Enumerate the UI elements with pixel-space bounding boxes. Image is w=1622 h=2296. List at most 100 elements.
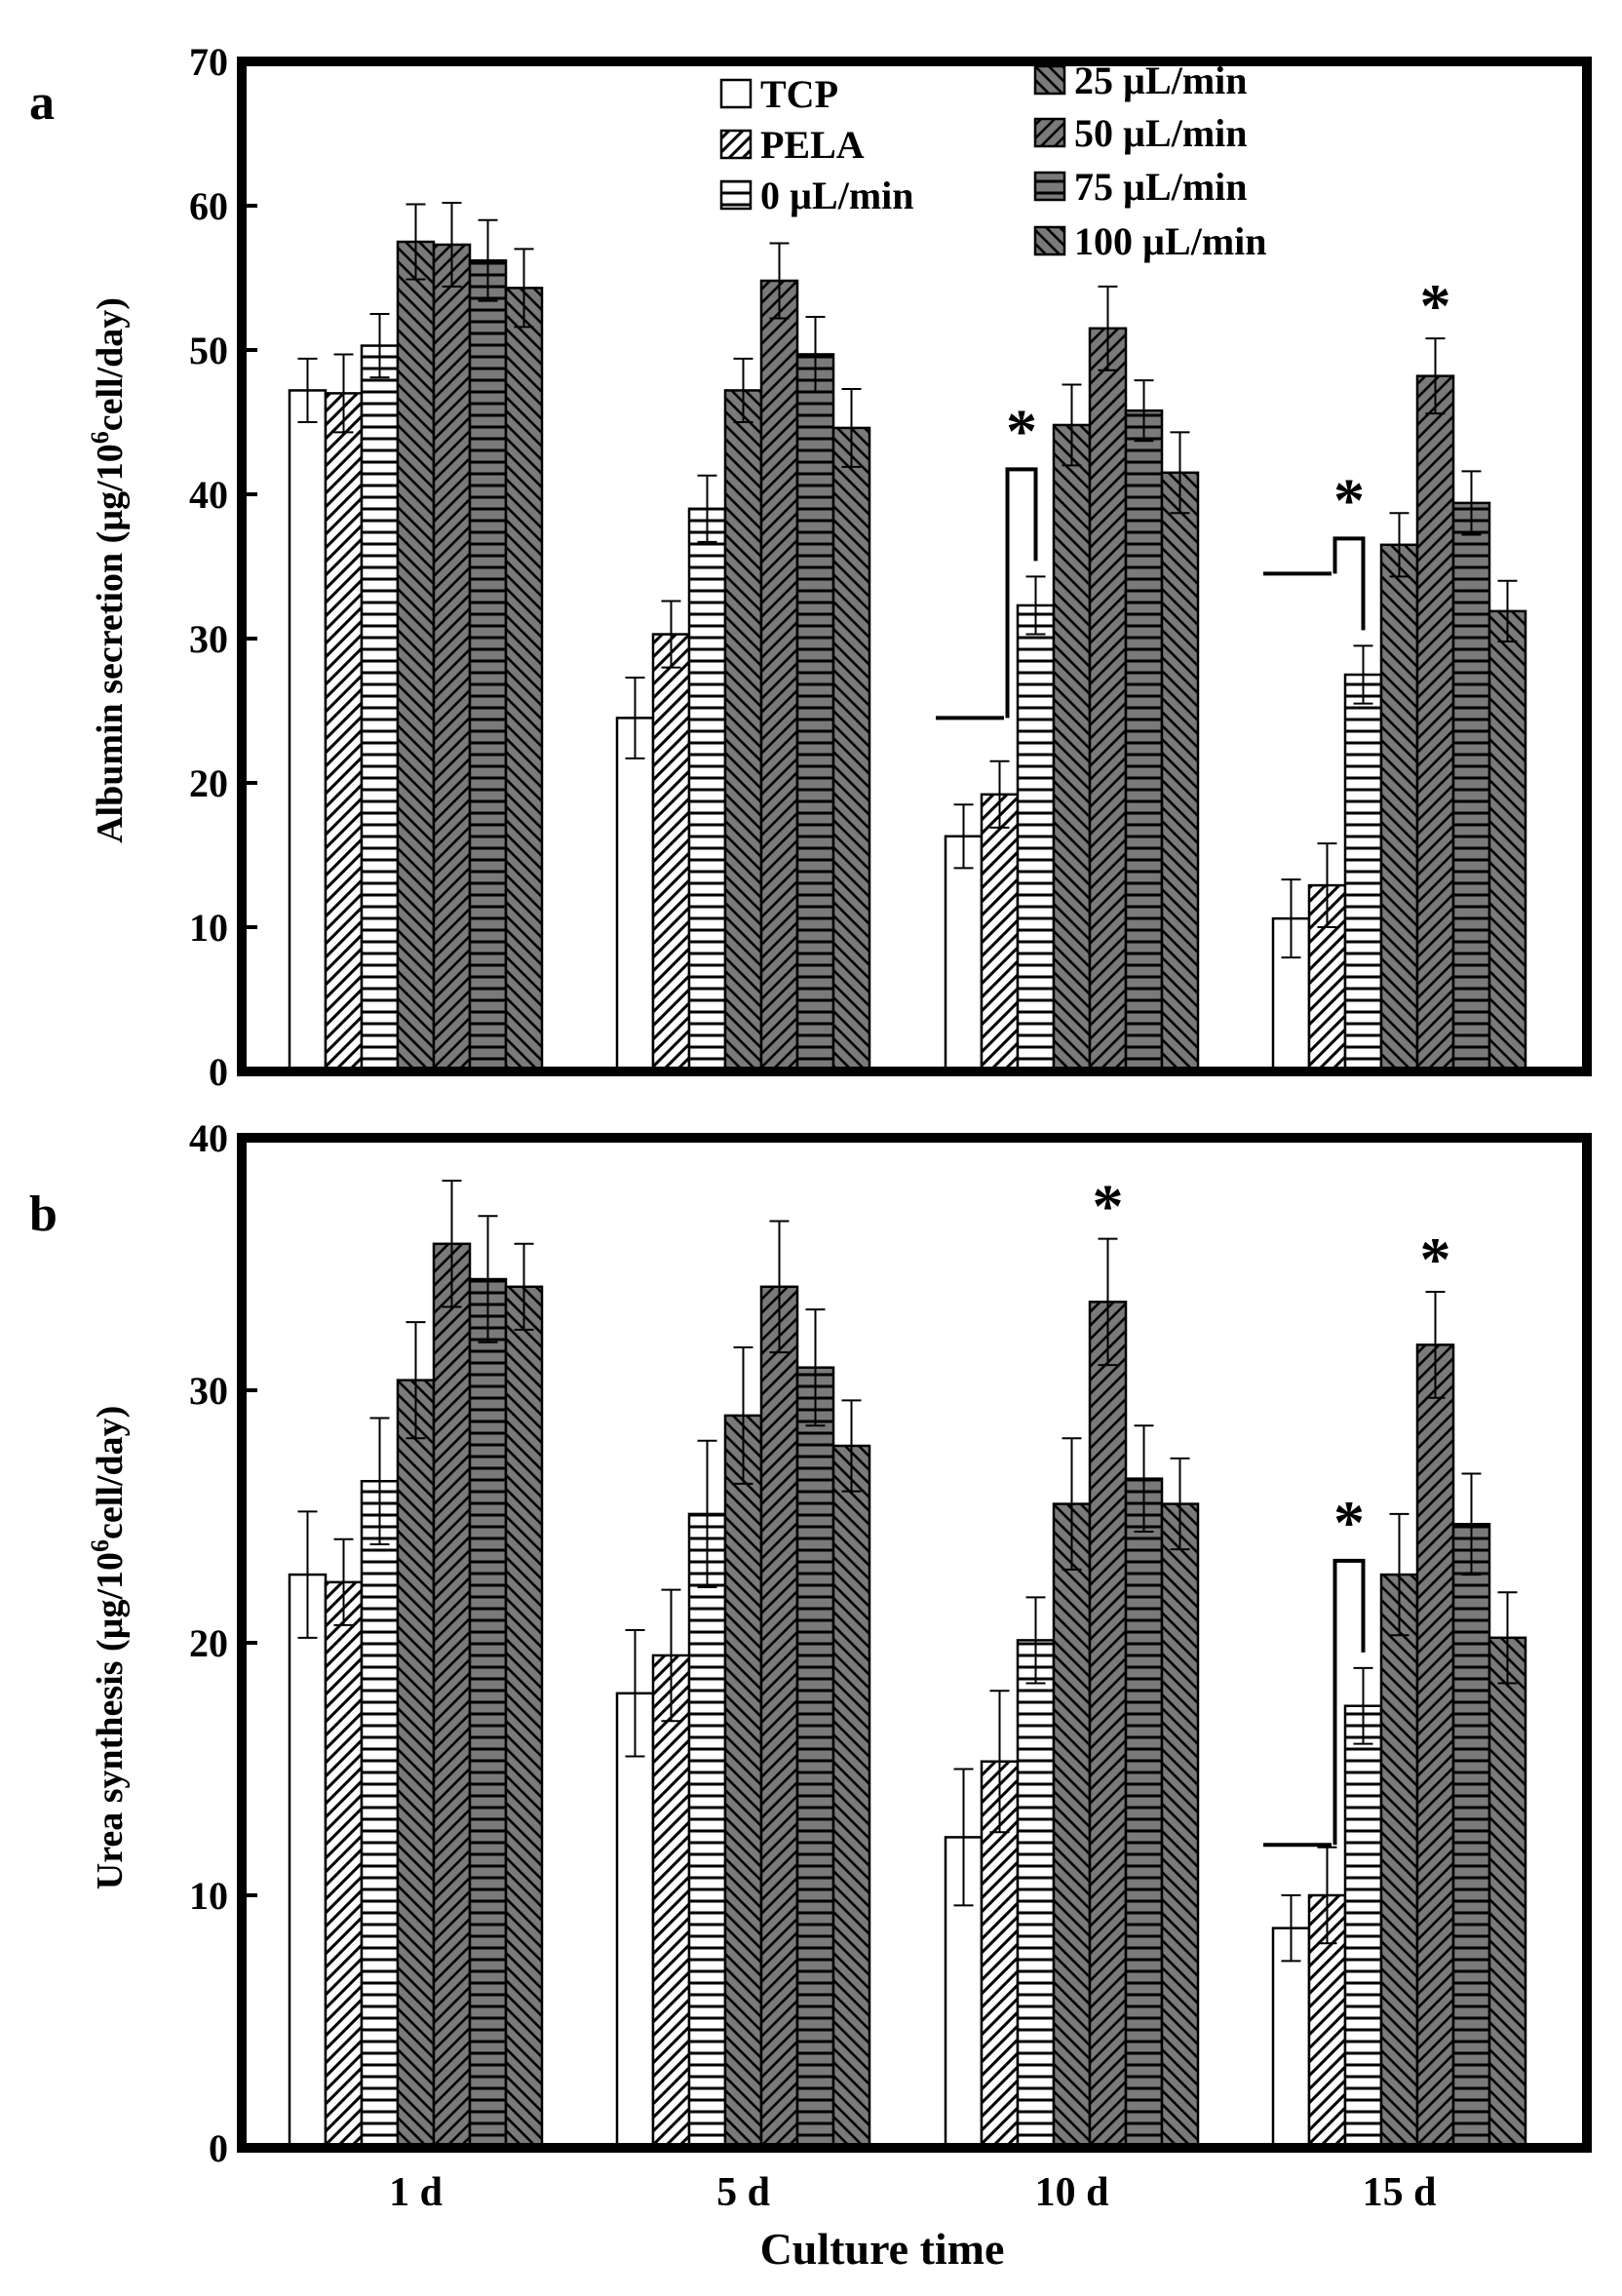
error-bar-100-l-min-1-d [514,248,534,329]
panel-a-ytick-label: 10 [189,906,228,950]
bar-tcp-5-d [615,1692,655,2150]
bar-100-l-min-5-d [831,426,871,1073]
bar-75-l-min-1-d [468,1277,508,2150]
bar-25-l-min-1-d [396,1379,436,2150]
legend-label-100-l-min: 100 µL/min [1074,219,1267,263]
bar-100-l-min-15-d [1487,1636,1527,2150]
panel-a-bars [288,202,1527,1073]
significance-star: * [1333,465,1365,534]
error-bar-0-l-min-5-d [697,474,717,543]
bar-100-l-min-10-d [1160,471,1200,1073]
error-bar-50-l-min-15-d [1425,1290,1446,1399]
error-bar-25-l-min-5-d [733,1345,753,1485]
bar-75-l-min-10-d [1124,1477,1164,2150]
bar-50-l-min-10-d [1088,1301,1128,2150]
panel-b-xlabel: Culture time [760,2224,1005,2274]
panel-b-ylabel: Urea synthesis (µg/106cell/day) [86,1406,131,1890]
panel-a-annotations: * * * [936,271,1451,720]
error-bar-100-l-min-15-d [1497,1591,1518,1685]
bar-0-l-min-1-d [360,344,400,1073]
error-bar-50-l-min-10-d [1098,1237,1118,1367]
panel-b-ytick-label: 0 [209,2126,228,2170]
error-bar-100-l-min-10-d [1170,431,1190,515]
bar-tcp-10-d [944,835,984,1073]
error-bar-0-l-min-10-d [1025,575,1046,636]
panel-b-xticks: 1 d 5 d 10 d 15 d [389,2170,1436,2215]
error-bar-25-l-min-5-d [733,357,753,423]
error-bar-0-l-min-1-d [369,313,390,379]
category-label-1-d: 1 d [389,2170,443,2215]
error-bar-25-l-min-1-d [406,203,426,281]
bar-pela-1-d [324,1580,364,2150]
error-bar-tcp-15-d [1281,878,1301,959]
bar-100-l-min-10-d [1160,1502,1200,2150]
error-bar-75-l-min-1-d [478,218,498,302]
error-bar-50-l-min-1-d [442,202,462,288]
error-bar-25-l-min-10-d [1062,1437,1082,1571]
error-bar-tcp-5-d [625,676,645,759]
error-bar-75-l-min-15-d [1461,1472,1482,1576]
error-bar-pela-1-d [333,1537,354,1626]
error-bar-0-l-min-1-d [369,1417,390,1545]
legend-label-50-l-min: 50 µL/min [1074,111,1248,155]
error-bar-25-l-min-10-d [1062,383,1082,467]
legend-swatch-100-l-min [1033,225,1066,256]
error-bar-75-l-min-15-d [1461,470,1482,536]
bar-50-l-min-15-d [1415,374,1455,1073]
bar-tcp-5-d [615,717,655,1073]
error-bar-50-l-min-1-d [442,1180,462,1308]
bar-0-l-min-1-d [360,1479,400,2150]
error-bar-0-l-min-15-d [1353,1666,1373,1745]
bar-25-l-min-5-d [723,1414,763,2150]
panel-b-ytick-label: 20 [189,1621,228,1665]
error-bar-0-l-min-15-d [1353,644,1373,705]
bar-0-l-min-10-d [1016,1639,1056,2150]
error-bar-50-l-min-15-d [1425,337,1446,415]
significance-star: * [1333,1488,1365,1557]
significance-star: * [1093,1172,1124,1241]
error-bar-pela-1-d [333,353,354,434]
bar-75-l-min-10-d [1124,409,1164,1073]
bar-75-l-min-15-d [1451,1523,1491,2150]
bar-0-l-min-5-d [687,507,727,1073]
error-bar-100-l-min-15-d [1497,579,1518,642]
error-bar-50-l-min-5-d [769,1220,790,1354]
panel-a-ylabel: Albumin secretion (µg/106cell/day) [86,297,131,843]
panel-b-ytick-label: 30 [189,1369,228,1413]
error-bar-pela-15-d [1317,842,1337,928]
legend-swatch-25-l-min [1033,64,1066,96]
bar-25-l-min-15-d [1379,1573,1419,2150]
legend-swatch-75-l-min [1033,171,1066,202]
category-label-5-d: 5 d [716,2170,770,2215]
bar-25-l-min-1-d [396,240,436,1073]
panel-b-ytick-label: 40 [189,1116,228,1160]
category-label-15-d: 15 d [1363,2170,1437,2215]
error-bar-pela-15-d [1317,1846,1337,1945]
error-bar-50-l-min-5-d [769,242,790,320]
bar-25-l-min-10-d [1052,1502,1092,2150]
significance-bracket [936,467,1038,720]
bar-50-l-min-10-d [1088,327,1128,1073]
legend-label-pela: PELA [760,123,865,167]
significance-bracket [1263,536,1366,631]
panel-a: a Albumin secretion (µg/106cell/day) 0 10… [29,40,1592,1094]
error-bar-75-l-min-10-d [1134,379,1154,443]
bar-pela-5-d [651,1654,691,2150]
panel-a-ytick-label: 0 [209,1050,228,1094]
error-bar-pela-5-d [661,600,681,669]
panel-b-ytick-label: 10 [189,1874,228,1918]
error-bar-100-l-min-1-d [514,1242,534,1331]
error-bar-100-l-min-10-d [1170,1457,1190,1551]
error-bar-tcp-1-d [297,1510,318,1639]
significance-star: * [1420,271,1451,340]
bar-25-l-min-15-d [1379,543,1419,1073]
bar-25-l-min-5-d [723,389,763,1073]
panel-b-bars [288,1180,1527,2150]
significance-bracket [1263,1558,1366,1848]
error-bar-pela-5-d [661,1588,681,1723]
panel-a-ytick-label: 70 [189,40,228,84]
panel-b-frame [237,1133,1592,2153]
error-bar-75-l-min-10-d [1134,1424,1154,1534]
legend-label-75-l-min: 75 µL/min [1074,165,1248,209]
